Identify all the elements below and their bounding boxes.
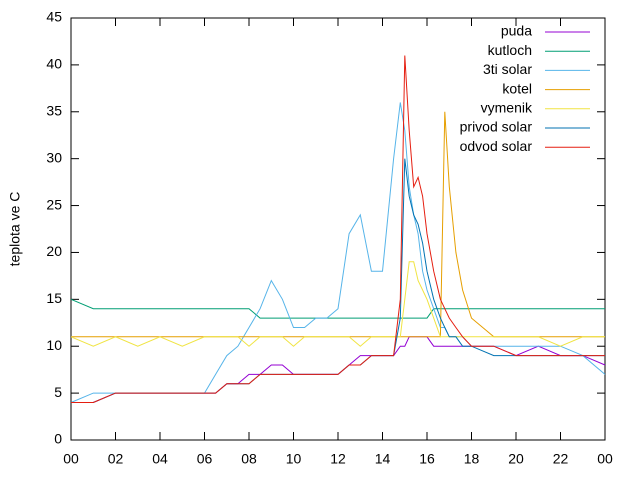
x-tick-label: 20 bbox=[508, 451, 524, 467]
legend-label: kotel bbox=[502, 80, 532, 96]
y-tick-label: 35 bbox=[46, 102, 62, 118]
y-tick-label: 30 bbox=[46, 149, 62, 165]
x-tick-label: 04 bbox=[152, 451, 168, 467]
x-tick-label: 18 bbox=[464, 451, 480, 467]
plot-border bbox=[70, 17, 606, 441]
y-tick-label: 40 bbox=[46, 56, 62, 72]
x-tick-label: 22 bbox=[553, 451, 569, 467]
y-tick-label: 10 bbox=[46, 337, 62, 353]
y-tick-label: 45 bbox=[46, 9, 62, 25]
legend-label: vymenik bbox=[481, 100, 533, 116]
legend-label: kutloch bbox=[488, 42, 532, 58]
series-line bbox=[71, 55, 605, 403]
series-line bbox=[70, 261, 605, 347]
y-tick-label: 20 bbox=[46, 243, 62, 259]
legend-label: puda bbox=[501, 23, 532, 39]
y-tick-label: 15 bbox=[46, 290, 62, 306]
y-axis-label: teplota ve C bbox=[7, 192, 23, 267]
legend-label: 3ti solar bbox=[483, 61, 532, 77]
x-tick-label: 16 bbox=[419, 451, 435, 467]
x-tick-label: 12 bbox=[330, 451, 346, 467]
x-tick-label: 10 bbox=[286, 451, 302, 467]
y-tick-label: 25 bbox=[46, 196, 62, 212]
x-tick-label: 00 bbox=[597, 451, 613, 467]
legend-label: privod solar bbox=[460, 119, 533, 135]
x-tick-label: 06 bbox=[197, 451, 213, 467]
series-line bbox=[70, 298, 605, 319]
x-tick-label: 00 bbox=[63, 451, 79, 467]
x-tick-label: 14 bbox=[375, 451, 391, 467]
x-tick-label: 08 bbox=[241, 451, 257, 467]
y-tick-label: 5 bbox=[54, 384, 62, 400]
x-tick-label: 02 bbox=[108, 451, 124, 467]
y-tick-label: 0 bbox=[54, 431, 62, 447]
legend-label: odvod solar bbox=[460, 138, 533, 154]
